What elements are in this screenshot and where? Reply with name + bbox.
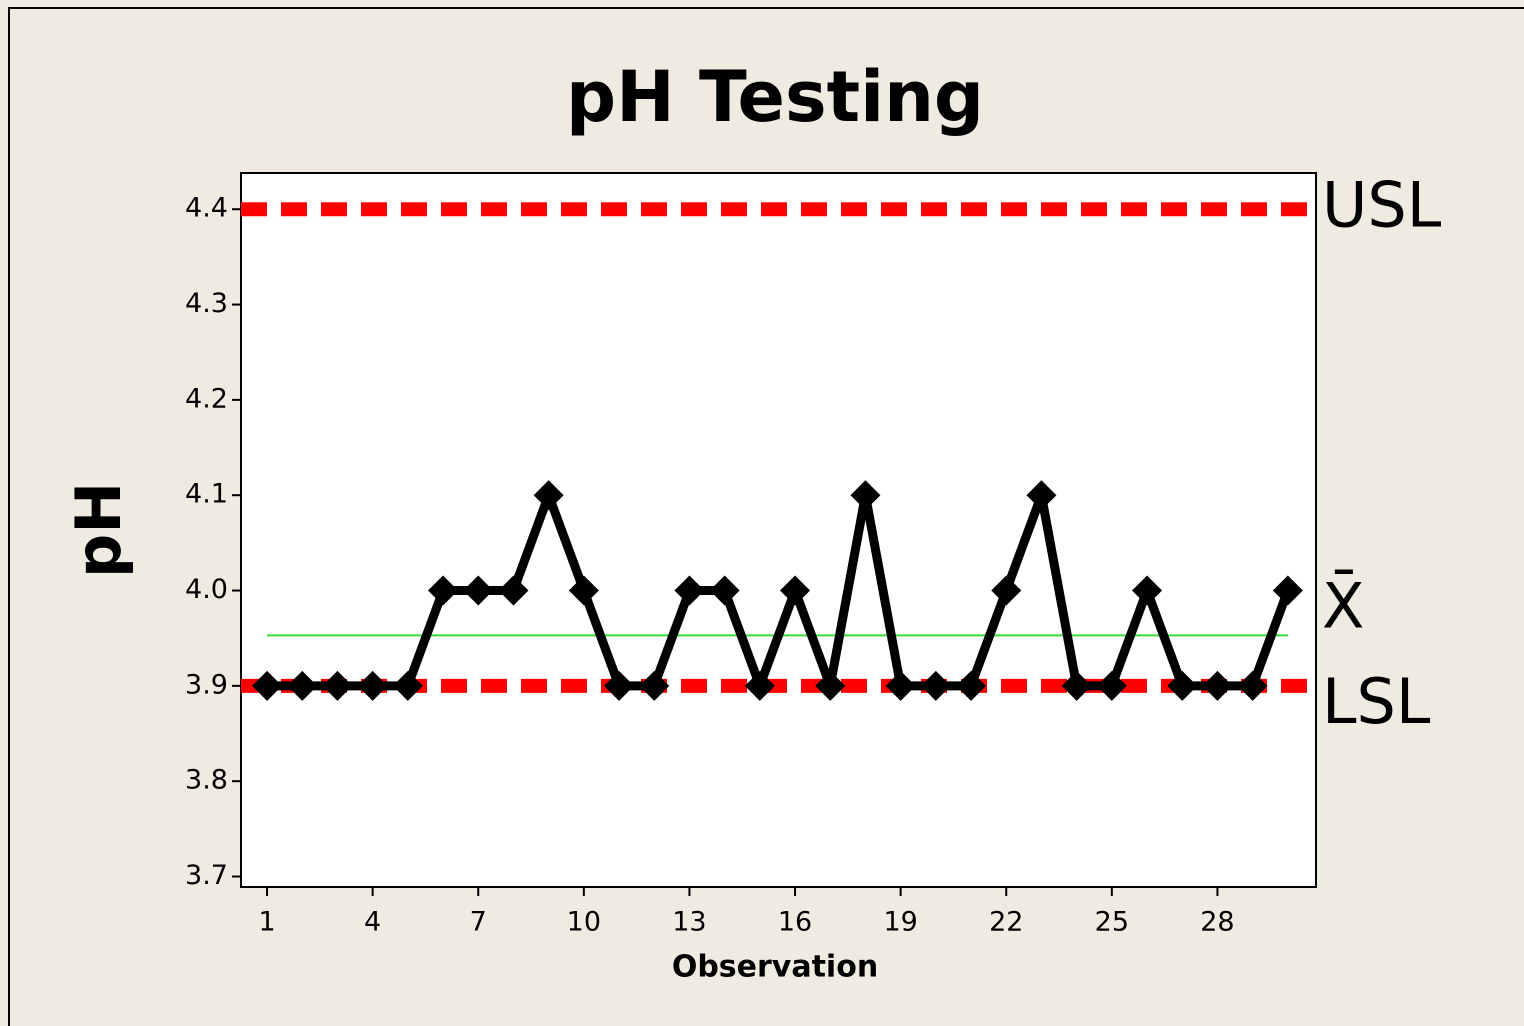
y-tick-label: 3.8 xyxy=(185,765,228,796)
reference-label: LSL xyxy=(1322,665,1431,738)
y-axis-label: pH xyxy=(62,482,135,578)
marker xyxy=(639,670,670,701)
marker xyxy=(709,575,740,606)
marker xyxy=(357,670,388,701)
x-tick-label: 7 xyxy=(470,907,487,938)
marker xyxy=(1096,670,1127,701)
x-tick-label: 25 xyxy=(1095,907,1129,938)
x-tick-label: 10 xyxy=(567,907,601,938)
marker xyxy=(850,480,881,511)
y-tick-label: 3.7 xyxy=(185,860,228,891)
marker xyxy=(744,670,775,701)
y-tick-label: 4.0 xyxy=(185,574,228,605)
marker xyxy=(1061,670,1092,701)
marker xyxy=(322,670,353,701)
marker xyxy=(533,480,564,511)
marker xyxy=(1237,670,1268,701)
x-tick-label: 4 xyxy=(364,907,381,938)
marker xyxy=(428,575,459,606)
x-tick-label: 19 xyxy=(883,907,917,938)
x-tick-label: 13 xyxy=(672,907,706,938)
reference-label: USL xyxy=(1322,168,1442,241)
marker xyxy=(392,670,423,701)
y-tick-label: 3.9 xyxy=(185,669,228,700)
marker xyxy=(1026,480,1057,511)
reference-label: X̄ xyxy=(1322,569,1364,642)
y-tick-label: 4.2 xyxy=(185,383,228,414)
marker xyxy=(287,670,318,701)
marker xyxy=(920,670,951,701)
marker xyxy=(780,575,811,606)
chart-title: pH Testing xyxy=(566,56,984,138)
marker xyxy=(604,670,635,701)
marker xyxy=(674,575,705,606)
plot-area xyxy=(240,172,1317,888)
marker xyxy=(498,575,529,606)
y-tick-label: 4.3 xyxy=(185,288,228,319)
marker xyxy=(568,575,599,606)
y-tick-label: 4.1 xyxy=(185,479,228,510)
marker xyxy=(956,670,987,701)
x-tick-label: 16 xyxy=(778,907,812,938)
marker xyxy=(1167,670,1198,701)
marker xyxy=(885,670,916,701)
marker xyxy=(252,670,283,701)
x-tick-label: 28 xyxy=(1200,907,1234,938)
marker xyxy=(815,670,846,701)
marker xyxy=(991,575,1022,606)
data-line xyxy=(267,490,1293,691)
marker xyxy=(1132,575,1163,606)
x-axis-label: Observation xyxy=(672,950,878,985)
marker xyxy=(1202,670,1233,701)
x-tick-label: 1 xyxy=(258,907,275,938)
y-tick-label: 4.4 xyxy=(185,193,228,224)
marker xyxy=(463,575,494,606)
x-tick-label: 22 xyxy=(989,907,1023,938)
marker xyxy=(1272,575,1303,606)
